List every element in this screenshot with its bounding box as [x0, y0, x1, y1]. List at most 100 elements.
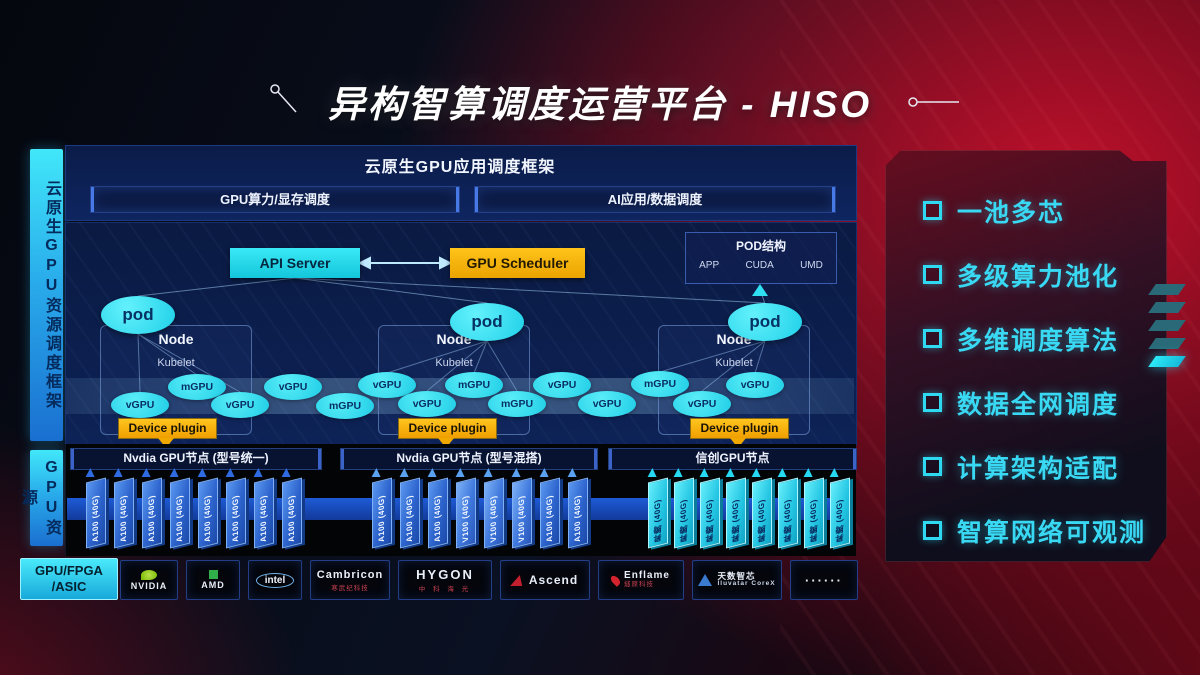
gpu-card: A100 (40G) — [198, 477, 218, 549]
pod-structure-title: POD结构 — [735, 239, 786, 253]
rail-scheduling-framework: 云原生GPU资源调度框架 — [30, 149, 63, 441]
enflame-logo-icon — [609, 573, 622, 587]
feature-item: 数据全网调度 — [923, 384, 1146, 421]
title-decoration-right — [908, 97, 959, 107]
kubelet-label: Kubelet — [157, 357, 195, 369]
page-title: 异构智算调度运营平台 - HISO — [327, 84, 873, 125]
vendor-label: NVIDIA — [130, 580, 168, 591]
pod-structure-pointer-icon — [752, 284, 768, 296]
square-bullet-icon — [923, 521, 942, 540]
vendor-label: Cambricon — [316, 568, 384, 581]
vgpu-ellipse: vGPU — [211, 392, 269, 418]
vgpu-ellipse: vGPU — [726, 372, 784, 398]
vendor-tile-ascend: Ascend — [500, 560, 590, 600]
vendor-sublabel: Iluvatar CoreX — [717, 580, 776, 588]
bar-gpu-compute-scheduling: GPU算力/显存调度 — [90, 186, 460, 213]
feature-item: 智算网络可观测 — [923, 512, 1146, 549]
vgpu-ellipse: vGPU — [398, 391, 456, 417]
vgpu-ellipse: vGPU — [673, 391, 731, 417]
gpu-card: A100 (40G) — [400, 477, 420, 549]
vendor-label: HYGON — [416, 567, 474, 582]
vgpu-ellipse: vGPU — [264, 374, 322, 400]
gpu-card: V100 (40G) — [512, 477, 532, 549]
vendor-label: Enflame — [624, 570, 670, 582]
gpu-card: A100 (40G) — [142, 477, 162, 549]
gpu-card: A100 (40G) — [282, 477, 302, 549]
mgpu-ellipse: mGPU — [445, 372, 503, 398]
gpu-row-label-1: Nvdia GPU节点 (型号统一) — [70, 448, 322, 470]
square-bullet-icon — [923, 457, 942, 476]
gpu-card: 昇腾 (40G) — [752, 477, 772, 549]
vendor-label: Ascend — [528, 573, 579, 587]
square-bullet-icon — [923, 329, 942, 348]
down-arrow-icon — [158, 438, 174, 448]
gpu-card: 昇腾 (40G) — [700, 477, 720, 549]
feature-item: 多维调度算法 — [923, 320, 1146, 357]
down-arrow-icon — [730, 438, 746, 448]
nvidia-logo-icon — [141, 569, 157, 580]
feature-item: 一池多芯 — [923, 192, 1146, 229]
gpu-row-label-3: 信创GPU节点 — [608, 448, 857, 470]
kubelet-label: Kubelet — [435, 357, 473, 369]
pod-ellipse-3: pod — [728, 303, 802, 341]
square-bullet-icon — [923, 393, 942, 412]
square-bullet-icon — [923, 201, 942, 220]
gpu-card: V100 (40G) — [456, 477, 476, 549]
down-arrow-icon — [438, 438, 454, 448]
pod-ellipse-2: pod — [450, 303, 524, 341]
rail-gpu-resource: GPU资源 — [19, 450, 63, 546]
mgpu-ellipse: mGPU — [168, 374, 226, 400]
vendor-tile-hygon: HYGON 中 科 海 光 — [398, 560, 492, 600]
gpu-card: 昇腾 (40G) — [648, 477, 668, 549]
vendor-tile-intel: intel — [248, 560, 302, 600]
hardware-line1: GPU/FPGA — [35, 563, 103, 579]
connection-lines — [137, 256, 766, 393]
vgpu-ellipse: vGPU — [111, 392, 169, 418]
gpu-card: 昇腾 (40G) — [804, 477, 824, 549]
intel-logo-icon: intel — [255, 572, 295, 588]
amd-logo-icon — [208, 570, 218, 579]
gpu-card: A100 (40G) — [372, 477, 392, 549]
iluvatar-logo-icon — [698, 573, 713, 586]
feature-item: 计算架构适配 — [923, 448, 1146, 485]
vendor-tile-amd: AMD — [186, 560, 240, 600]
pod-ellipse-1: pod — [101, 296, 175, 334]
vendor-sublabel: 中 科 海 光 — [418, 586, 472, 593]
feature-panel: 一池多芯 多级算力池化 多维调度算法 数据全网调度 计算架构适配 智算网络可观测 — [885, 150, 1167, 562]
gpu-scheduler-box: GPU Scheduler — [450, 248, 585, 278]
vendor-label: AMD — [201, 580, 225, 590]
square-bullet-icon — [923, 265, 942, 284]
pod-structure-box: POD结构 APP CUDA UMD — [685, 232, 837, 284]
feature-item: 多级算力池化 — [923, 256, 1146, 293]
ellipsis-label: ······ — [805, 572, 843, 588]
ascend-logo-icon — [510, 574, 526, 586]
mgpu-ellipse: mGPU — [631, 371, 689, 397]
gpu-row-label-2: Nvdia GPU节点 (型号混搭) — [340, 448, 598, 470]
pod-struct-item-cuda: CUDA — [745, 260, 774, 271]
vendor-label: 天数智芯 — [717, 571, 756, 582]
kubelet-label: Kubelet — [715, 357, 753, 369]
gpu-card: A100 (40G) — [170, 477, 190, 549]
gpu-card: A100 (40G) — [428, 477, 448, 549]
api-server-box: API Server — [230, 248, 360, 278]
hazard-stripes — [1148, 284, 1192, 374]
mgpu-ellipse: mGPU — [316, 393, 374, 419]
vendor-tile-nvidia: NVIDIA — [120, 560, 178, 600]
vendor-tile-cambricon: Cambricon 寒武纪科技 — [310, 560, 390, 600]
vendor-tile-more: ······ — [790, 560, 858, 600]
vendor-sublabel: 寒武纪科技 — [331, 584, 369, 592]
device-plugin-box-3: Device plugin — [690, 418, 789, 439]
mgpu-ellipse: mGPU — [488, 391, 546, 417]
gpu-card: A100 (40G) — [540, 477, 560, 549]
node-label: Node — [158, 331, 194, 347]
vendor-tile-iluvatar: 天数智芯 Iluvatar CoreX — [692, 560, 782, 600]
gpu-card: A100 (40G) — [86, 477, 106, 549]
gpu-card: V100 (40G) — [484, 477, 504, 549]
pod-struct-item-umd: UMD — [800, 260, 823, 271]
gpu-card: A100 (40G) — [226, 477, 246, 549]
gpu-card: A100 (40G) — [254, 477, 274, 549]
pod-struct-item-app: APP — [699, 260, 720, 271]
vendor-tile-enflame: Enflame 燧原科技 — [598, 560, 684, 600]
gpu-card: 昇腾 (40G) — [778, 477, 798, 549]
